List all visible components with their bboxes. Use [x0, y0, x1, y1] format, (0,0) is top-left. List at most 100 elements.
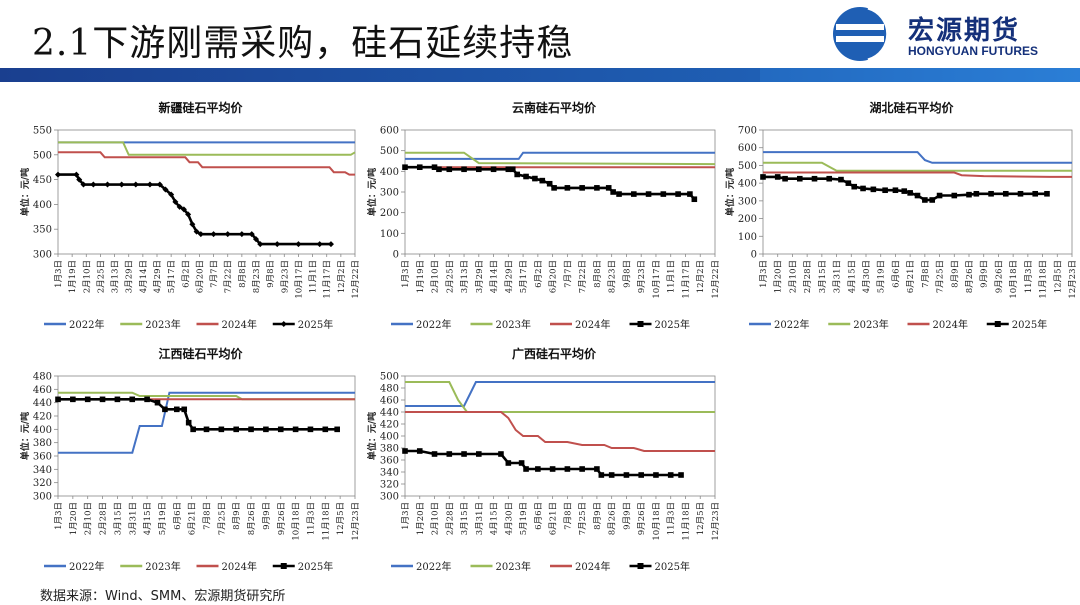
x-tick-label: 3月31日	[475, 502, 485, 535]
y-tick-label: 480	[33, 372, 52, 383]
x-tick-label: 4月29日	[153, 260, 163, 293]
legend-label: 2022年	[774, 318, 809, 331]
data-point	[936, 192, 943, 199]
data-source-note: 数据来源：Wind、SMM、宏源期货研究所	[40, 589, 286, 604]
x-tick-label: 9月9日	[980, 260, 990, 288]
data-point	[129, 396, 136, 403]
chart-title: 新疆硅石平均价	[158, 100, 243, 115]
data-point	[678, 472, 684, 478]
logo-text-en: HONGYUAN FUTURES	[908, 44, 1039, 58]
x-tick-label: 5月19日	[158, 502, 168, 535]
data-point	[292, 426, 299, 433]
data-point	[193, 228, 200, 235]
plot-area	[57, 129, 356, 255]
series-line	[763, 171, 1072, 178]
legend-marker	[280, 563, 287, 569]
data-point	[172, 198, 179, 205]
x-tick-label: 12月22日	[711, 260, 721, 299]
data-point	[180, 206, 187, 213]
data-point	[55, 171, 61, 178]
y-tick-label: 450	[33, 175, 52, 186]
legend-label: 2025年	[655, 560, 690, 573]
company-logo: 宏源期货 HONGYUAN FUTURES	[828, 4, 1078, 64]
x-tick-label: 11月1日	[667, 260, 677, 293]
x-tick-label: 11月3日	[306, 502, 316, 535]
series-line	[58, 391, 355, 454]
data-point	[988, 190, 994, 197]
x-tick-label: 3月29日	[475, 260, 485, 293]
x-tick-label: 8月8日	[593, 260, 603, 288]
x-tick-label: 10月17日	[652, 260, 662, 299]
x-tick-label: 11月17日	[323, 260, 333, 299]
y-tick-label: 320	[380, 480, 399, 491]
x-tick-label: 1月3日	[401, 502, 411, 530]
header-divider-bar	[0, 68, 1080, 82]
data-point	[185, 419, 192, 426]
y-tick-label: 420	[380, 420, 399, 431]
plot-area	[762, 129, 1073, 255]
x-tick-label: 2月10日	[82, 260, 92, 293]
x-tick-label: 10月17日	[294, 260, 304, 299]
data-point	[118, 181, 125, 188]
data-point	[551, 185, 557, 191]
x-tick-label: 3月31日	[128, 502, 138, 535]
x-tick-label: 11月1日	[309, 260, 319, 293]
legend-label: 2022年	[69, 318, 104, 331]
x-tick-label: 6月6日	[534, 502, 544, 530]
data-point	[966, 191, 972, 198]
x-tick-label: 4月14日	[139, 260, 149, 293]
series-line	[58, 173, 331, 246]
data-point	[638, 472, 644, 478]
data-point	[402, 448, 408, 454]
data-point	[929, 197, 936, 203]
legend-label: 2023年	[145, 560, 180, 573]
data-point	[892, 187, 899, 194]
x-tick-label: 8月9日	[950, 260, 960, 288]
data-point	[322, 426, 329, 433]
data-point	[168, 191, 175, 198]
legend-label: 2025年	[298, 318, 333, 331]
data-point	[653, 472, 659, 478]
x-tick-label: 9月8日	[622, 260, 632, 288]
data-point	[914, 192, 921, 199]
data-point	[539, 177, 546, 184]
legend-label: 2023年	[853, 318, 888, 331]
y-tick-label: 360	[33, 452, 52, 463]
data-point	[203, 426, 210, 433]
y-tick-label: 300	[33, 250, 52, 261]
data-point	[505, 166, 512, 173]
legend-label: 2024年	[222, 318, 257, 331]
x-tick-label: 1月3日	[759, 260, 769, 288]
data-point	[224, 231, 231, 238]
x-tick-label: 8月8日	[238, 260, 248, 288]
x-tick-label: 2月28日	[803, 260, 813, 293]
x-tick-label: 1月20日	[69, 502, 79, 535]
legend-marker	[280, 321, 287, 327]
y-tick-label: 200	[380, 208, 399, 219]
y-tick-label: 100	[738, 232, 757, 243]
data-point	[144, 396, 150, 403]
data-point	[99, 396, 106, 403]
data-point	[645, 191, 652, 197]
data-point	[90, 181, 97, 188]
x-tick-label: 7月22日	[578, 260, 588, 293]
series-line	[405, 151, 715, 160]
data-point	[631, 191, 637, 197]
data-point	[514, 171, 520, 178]
x-tick-label: 10月18日	[292, 502, 302, 541]
y-tick-label: 0	[751, 250, 757, 261]
x-tick-label: 2月28日	[445, 502, 455, 535]
data-point	[257, 241, 264, 248]
y-tick-label: 600	[380, 126, 399, 137]
data-point	[973, 190, 980, 197]
data-point	[316, 241, 323, 248]
x-tick-label: 7月7日	[563, 260, 573, 288]
x-tick-label: 4月30日	[504, 502, 514, 535]
data-point	[549, 466, 556, 472]
data-point	[851, 183, 858, 190]
data-point	[114, 396, 121, 403]
series-line	[763, 161, 1072, 172]
data-point	[176, 203, 183, 210]
chart-title: 广西硅石平均价	[512, 346, 597, 361]
data-point	[826, 175, 833, 182]
